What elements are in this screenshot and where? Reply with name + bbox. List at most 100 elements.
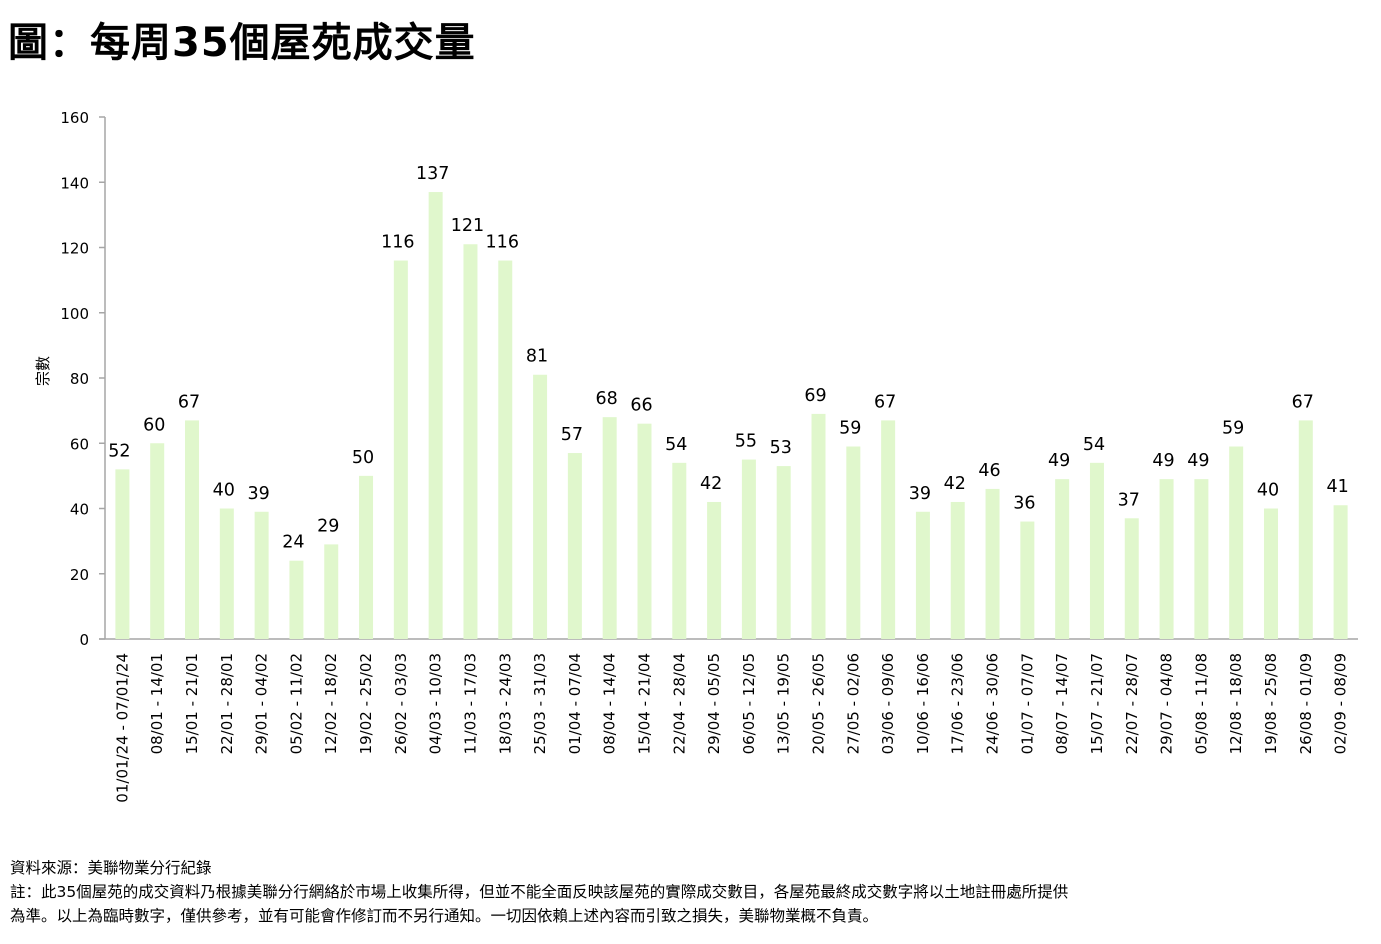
data-label: 121 — [451, 216, 484, 236]
data-label: 37 — [1118, 490, 1140, 510]
x-tick-label: 15/01 - 21/01 — [183, 653, 201, 754]
x-tick-label: 29/04 - 05/05 — [705, 653, 723, 754]
x-tick-label: 08/01 - 14/01 — [148, 653, 166, 754]
data-label: 49 — [1187, 451, 1209, 471]
data-label: 81 — [526, 347, 548, 367]
bar — [1089, 462, 1104, 639]
x-tick-label: 22/04 - 28/04 — [670, 653, 688, 754]
y-tick-label: 160 — [60, 109, 89, 127]
bar — [289, 560, 304, 639]
x-tick-label: 29/01 - 04/02 — [253, 653, 271, 754]
data-label: 49 — [1048, 451, 1070, 471]
x-tick-label: 20/05 - 26/05 — [810, 653, 828, 754]
x-tick-label: 13/05 - 19/05 — [775, 653, 793, 754]
x-tick-label: 01/04 - 07/04 — [566, 653, 584, 754]
data-label: 68 — [596, 389, 618, 409]
x-tick-label: 27/05 - 02/06 — [844, 653, 862, 754]
data-label: 137 — [416, 164, 449, 184]
bars — [115, 192, 1348, 640]
bar — [1229, 446, 1244, 639]
y-tick-label: 0 — [79, 631, 89, 649]
x-tick-label: 22/07 - 28/07 — [1123, 653, 1141, 754]
bar — [567, 453, 582, 639]
y-tick-label: 100 — [60, 305, 89, 323]
x-tick-label: 11/03 - 17/03 — [461, 653, 479, 754]
data-label: 59 — [839, 419, 861, 439]
bar — [672, 462, 687, 639]
data-label: 67 — [178, 392, 200, 412]
disclaimer-line-1: 註：此35個屋苑的成交資料乃根據美聯分行網絡於市場上收集所得，但並不能全面反映該… — [10, 883, 1069, 901]
data-label: 24 — [282, 533, 304, 553]
data-label: 116 — [381, 233, 414, 253]
bar — [811, 413, 826, 639]
data-label: 55 — [735, 432, 757, 452]
x-tick-label: 15/07 - 21/07 — [1088, 653, 1106, 754]
data-label: 69 — [804, 386, 826, 406]
bar — [1298, 420, 1313, 639]
bar — [985, 488, 1000, 639]
data-label: 36 — [1013, 494, 1035, 514]
bar — [1055, 479, 1070, 639]
bar — [324, 544, 339, 639]
disclaimer-line-2: 為準。以上為臨時數字，僅供參考，並有可能會作修訂而不另行通知。一切因依賴上述內容… — [10, 907, 879, 925]
x-tick-label: 05/02 - 11/02 — [287, 653, 305, 754]
footnotes: 資料來源：美聯物業分行紀錄 註：此35個屋苑的成交資料乃根據美聯分行網絡於市場上… — [10, 856, 1068, 928]
data-label: 40 — [213, 481, 235, 501]
x-tick-label: 19/08 - 25/08 — [1262, 653, 1280, 754]
bar — [1020, 521, 1035, 639]
bar — [1194, 479, 1209, 639]
bar — [1263, 508, 1278, 639]
data-label: 39 — [909, 484, 931, 504]
y-tick-label: 60 — [70, 435, 89, 453]
x-tick-label: 25/03 - 31/03 — [531, 653, 549, 754]
x-tick-label: 12/08 - 18/08 — [1227, 653, 1245, 754]
data-label: 66 — [630, 396, 652, 416]
bar — [1124, 518, 1139, 639]
data-label: 41 — [1326, 477, 1348, 497]
bar — [602, 417, 617, 639]
data-label: 46 — [978, 461, 1000, 481]
y-axis: 0 20 40 60 80 100 120 140 160 — [60, 109, 106, 649]
x-tick-label: 26/02 - 03/03 — [392, 653, 410, 754]
bar — [846, 446, 861, 639]
bar — [359, 475, 374, 639]
x-tick-label: 02/09 - 08/09 — [1332, 653, 1350, 754]
x-tick-label: 10/06 - 16/06 — [914, 653, 932, 754]
data-label: 116 — [486, 233, 519, 253]
data-label: 49 — [1152, 451, 1174, 471]
bar — [498, 260, 513, 639]
data-label: 59 — [1222, 419, 1244, 439]
data-label: 60 — [143, 415, 165, 435]
x-tick-label: 08/07 - 14/07 — [1053, 653, 1071, 754]
bar — [707, 501, 722, 639]
bar — [915, 511, 930, 639]
x-tick-label: 03/06 - 09/06 — [879, 653, 897, 754]
data-label: 52 — [108, 441, 130, 461]
x-tick-label: 17/06 - 23/06 — [949, 653, 967, 754]
bar — [219, 508, 234, 639]
data-label: 54 — [1083, 435, 1105, 455]
data-label: 67 — [1292, 392, 1314, 412]
data-label: 40 — [1257, 481, 1279, 501]
data-label: 54 — [665, 435, 687, 455]
y-tick-label: 140 — [60, 174, 89, 192]
data-label: 57 — [561, 425, 583, 445]
x-tick-label: 18/03 - 24/03 — [496, 653, 514, 754]
bar — [533, 374, 548, 639]
data-label: 67 — [874, 392, 896, 412]
bar — [115, 469, 130, 639]
y-tick-label: 120 — [60, 240, 89, 258]
x-tick-label: 26/08 - 01/09 — [1297, 653, 1315, 754]
bar — [1159, 479, 1174, 639]
bar — [428, 192, 443, 639]
bar — [950, 501, 965, 639]
bar — [254, 511, 269, 639]
data-label: 50 — [352, 448, 374, 468]
data-label: 39 — [247, 484, 269, 504]
bar — [637, 423, 652, 639]
y-tick-label: 80 — [70, 370, 89, 388]
data-label: 29 — [317, 516, 339, 536]
data-label: 42 — [700, 474, 722, 494]
